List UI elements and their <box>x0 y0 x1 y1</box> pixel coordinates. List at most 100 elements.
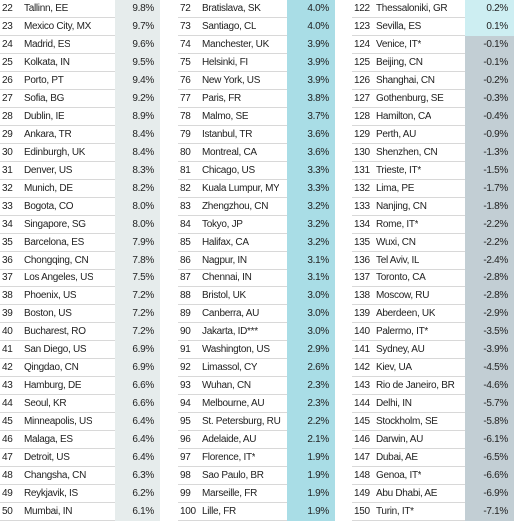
city: Lima, PE <box>376 182 415 194</box>
rank: 36 <box>2 254 13 266</box>
table-row: 98 Sao Paulo, BR 1.9% <box>178 467 335 486</box>
table-row: 81 Chicago, US 3.3% <box>178 161 335 180</box>
rank: 136 <box>354 254 370 266</box>
table-row: 45 Minneapolis, US 6.4% <box>0 413 160 432</box>
value: 2.1% <box>287 431 335 450</box>
table-row: 145 Stockholm, SE -5.8% <box>352 413 514 432</box>
city: Turin, IT* <box>376 506 414 518</box>
city: Wuxi, CN <box>376 236 416 248</box>
rank: 22 <box>2 3 13 14</box>
rank: 37 <box>2 272 13 284</box>
city: Palermo, IT* <box>376 326 428 338</box>
value: 7.5% <box>115 269 160 288</box>
value: 2.2% <box>287 413 335 432</box>
rank: 87 <box>180 272 191 284</box>
value: 2.3% <box>287 377 335 396</box>
rank: 138 <box>354 290 370 302</box>
value: 6.4% <box>115 413 160 432</box>
value: 0.2% <box>465 0 514 18</box>
value: -3.5% <box>465 323 514 342</box>
city: Boston, US <box>24 308 72 320</box>
city: Adelaide, AU <box>202 434 257 446</box>
value: -1.3% <box>465 143 514 162</box>
table-row: 72 Bratislava, SK 4.0% <box>178 0 335 18</box>
value: 3.0% <box>287 305 335 324</box>
city: Rio de Janeiro, BR <box>376 380 455 392</box>
city: Shenzhen, CN <box>376 146 438 158</box>
city: Munich, DE <box>24 182 73 194</box>
rank: 76 <box>180 74 191 86</box>
table-row: 141 Sydney, AU -3.9% <box>352 341 514 360</box>
city: Phoenix, US <box>24 290 77 302</box>
value: 3.9% <box>287 71 335 90</box>
rank: 23 <box>2 20 13 32</box>
table-row: 75 Helsinki, FI 3.9% <box>178 53 335 72</box>
city: Florence, IT* <box>202 452 256 464</box>
value: 7.8% <box>115 251 160 270</box>
rank: 81 <box>180 164 191 176</box>
table-row: 94 Melbourne, AU 2.3% <box>178 395 335 414</box>
table-row: 130 Shenzhen, CN -1.3% <box>352 143 514 162</box>
value: -5.7% <box>465 395 514 414</box>
city: Qingdao, CN <box>24 362 79 374</box>
city: Mexico City, MX <box>24 20 91 32</box>
rank: 92 <box>180 362 191 374</box>
table-row: 95 St. Petersburg, RU 2.2% <box>178 413 335 432</box>
rank: 45 <box>2 416 13 428</box>
city: Dublin, IE <box>24 110 65 122</box>
value: -0.1% <box>465 53 514 72</box>
value: 8.9% <box>115 107 160 126</box>
rank: 35 <box>2 236 13 248</box>
table-row: 83 Zhengzhou, CN 3.2% <box>178 197 335 216</box>
city: Chicago, US <box>202 164 255 176</box>
value: 8.4% <box>115 125 160 144</box>
table-row: 73 Santiago, CL 4.0% <box>178 17 335 36</box>
city: Perth, AU <box>376 128 417 140</box>
rank: 129 <box>354 128 370 140</box>
city: Hamburg, DE <box>24 380 82 392</box>
city: Limassol, CY <box>202 362 258 374</box>
table-row: 48 Changsha, CN 6.3% <box>0 467 160 486</box>
table-row: 29 Ankara, TR 8.4% <box>0 125 160 144</box>
rank: 86 <box>180 254 191 266</box>
city: Thessaloniki, GR <box>376 3 448 14</box>
table-row: 40 Bucharest, RO 7.2% <box>0 323 160 342</box>
rank: 122 <box>354 3 370 14</box>
value: -2.8% <box>465 287 514 306</box>
rank: 96 <box>180 434 191 446</box>
rank: 42 <box>2 362 13 374</box>
rank: 148 <box>354 470 370 482</box>
table-row: 138 Moscow, RU -2.8% <box>352 287 514 306</box>
rank: 83 <box>180 200 191 212</box>
table-row: 39 Boston, US 7.2% <box>0 305 160 324</box>
value: 3.3% <box>287 161 335 180</box>
rank: 41 <box>2 344 13 356</box>
rank: 134 <box>354 218 370 230</box>
table-row: 31 Denver, US 8.3% <box>0 161 160 180</box>
rank: 28 <box>2 110 13 122</box>
rank: 123 <box>354 20 370 32</box>
rank: 43 <box>2 380 13 392</box>
rank: 95 <box>180 416 191 428</box>
value: 1.9% <box>287 485 335 504</box>
value: -6.9% <box>465 485 514 504</box>
rank: 75 <box>180 56 191 68</box>
city: Toronto, CA <box>376 272 426 284</box>
value: 6.3% <box>115 467 160 486</box>
table-row: 24 Madrid, ES 9.6% <box>0 35 160 54</box>
city: Bristol, UK <box>202 290 246 302</box>
rank: 133 <box>354 200 370 212</box>
city: Kuala Lumpur, MY <box>202 182 280 194</box>
table-row: 84 Tokyo, JP 3.2% <box>178 215 335 234</box>
value: 9.2% <box>115 89 160 108</box>
table-row: 133 Nanjing, CN -1.8% <box>352 197 514 216</box>
rank: 50 <box>2 506 13 518</box>
value: 3.2% <box>287 233 335 252</box>
table-row: 26 Porto, PT 9.4% <box>0 71 160 90</box>
value: -2.8% <box>465 269 514 288</box>
city: Trieste, IT* <box>376 164 421 176</box>
value: 1.9% <box>287 449 335 468</box>
city: Genoa, IT* <box>376 470 422 482</box>
rank: 80 <box>180 146 191 158</box>
city: Barcelona, ES <box>24 236 85 248</box>
